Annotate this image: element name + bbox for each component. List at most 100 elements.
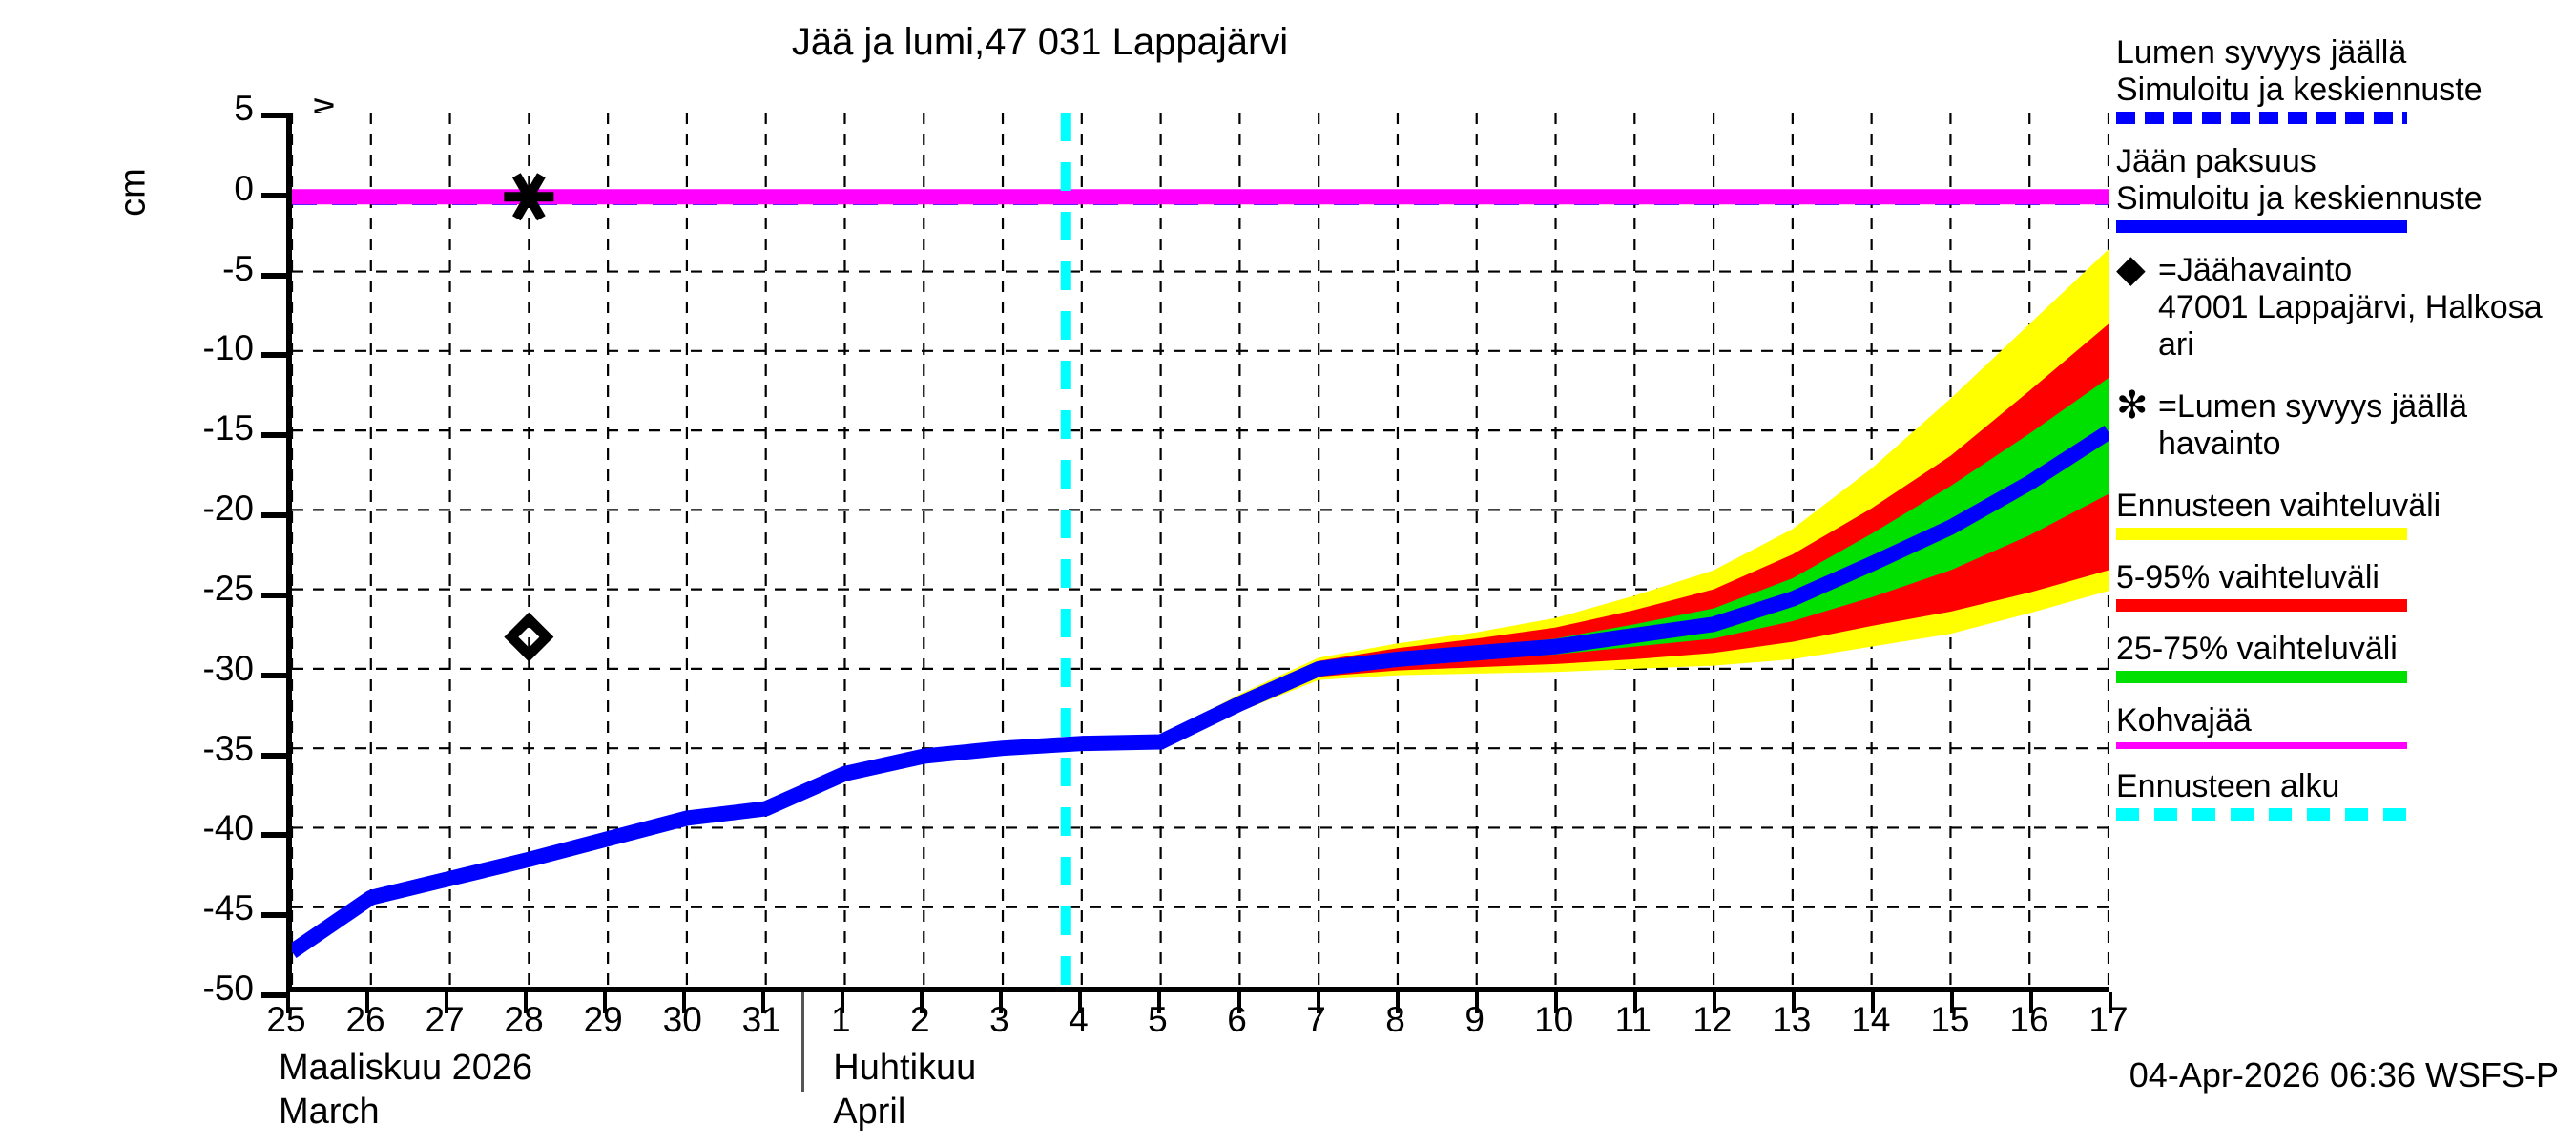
y-tick-mark	[261, 912, 286, 919]
x-tick-mark	[365, 992, 370, 1013]
legend-label: =Jäähavainto 47001 Lappajärvi, Halkosa ari	[2158, 252, 2543, 363]
y-tick-label: -30	[202, 648, 254, 688]
asterisk-icon: ✻	[2116, 385, 2149, 427]
legend-label: 25-75% vaihteluväli	[2116, 631, 2398, 667]
y-tick-label: -10	[202, 328, 254, 368]
x-tick-mark	[1553, 992, 1558, 1013]
x-tick-label: 11	[1614, 1000, 1652, 1039]
band-00e000	[292, 378, 2109, 952]
y-tick-label: -40	[202, 808, 254, 848]
x-tick-label: 1	[831, 1000, 851, 1039]
x-tick-label: 4	[1069, 1000, 1089, 1039]
x-tick-mark	[1870, 992, 1875, 1013]
legend-item-snow-depth-forecast: Lumen syvyys jäällä Simuloitu ja keskienn…	[2116, 34, 2576, 124]
x-tick-mark	[1712, 992, 1716, 1013]
y-tick-mark	[261, 592, 286, 598]
legend-swatch-red	[2116, 599, 2407, 612]
x-tick-mark	[286, 992, 290, 1013]
legend-item-forecast-range: Ennusteen vaihteluväli	[2116, 488, 2576, 540]
y-tick-mark	[261, 272, 286, 279]
y-tick-mark	[261, 512, 286, 519]
legend-label: Ennusteen alku	[2116, 768, 2340, 804]
x-tick-mark	[1316, 992, 1320, 1013]
legend-item-forecast-start: Ennusteen alku	[2116, 768, 2576, 821]
legend-item-ice-thickness-forecast: Jään paksuus Simuloitu ja keskiennuste	[2116, 143, 2576, 233]
legend-item-slush-ice: Kohvajää	[2116, 702, 2576, 749]
y-tick-label: -25	[202, 568, 254, 608]
x-tick-mark	[920, 992, 924, 1013]
band-ff0000	[292, 323, 2109, 952]
x-tick-mark	[1078, 992, 1083, 1013]
x-tick-label: 9	[1465, 1000, 1485, 1039]
x-tick-label: 2	[910, 1000, 930, 1039]
ice-observation-marker	[504, 612, 554, 662]
month-label-fi: Maaliskuu 2026	[279, 1048, 533, 1088]
legend-label: =Lumen syvyys jäällä havainto	[2158, 388, 2468, 462]
month-label-block: Maaliskuu 2026 March	[279, 1046, 532, 1134]
y-tick-mark	[261, 672, 286, 678]
month-label-en: April	[833, 1092, 906, 1132]
y-tick-label: 0	[234, 168, 254, 208]
x-tick-mark	[761, 992, 766, 1013]
diamond-icon: ◆	[2116, 248, 2146, 290]
x-tick-mark	[999, 992, 1004, 1013]
legend-label: Lumen syvyys jäällä Simuloitu ja keskienn…	[2116, 34, 2483, 108]
legend-swatch-yellow	[2116, 528, 2407, 540]
legend-swatch-magenta	[2116, 742, 2407, 749]
y-tick-mark	[261, 192, 286, 198]
y-tick-mark	[261, 113, 286, 118]
snow-observation-marker	[504, 173, 554, 221]
timestamp-footer: 04-Apr-2026 06:36 WSFS-P	[2129, 1055, 2559, 1094]
y-tick-label: -35	[202, 728, 254, 768]
x-tick-mark	[1157, 992, 1162, 1013]
y-tick-mark	[261, 432, 286, 439]
x-tick-mark	[1395, 992, 1400, 1013]
x-tick-mark	[603, 992, 608, 1013]
month-label-block: Huhtikuu April	[833, 1046, 976, 1134]
y-tick-label: -15	[202, 408, 254, 448]
x-tick-mark	[1632, 992, 1637, 1013]
x-tick-label: 3	[989, 1000, 1009, 1039]
chart-legend: Lumen syvyys jäällä Simuloitu ja keskienn…	[2116, 34, 2576, 840]
y-tick-mark	[261, 832, 286, 839]
y-tick-mark	[261, 352, 286, 359]
legend-label: Ennusteen vaihteluväli	[2116, 488, 2441, 524]
y-tick-mark	[261, 992, 286, 998]
legend-swatch-cyan-dashed	[2116, 808, 2407, 821]
x-tick-label: 5	[1148, 1000, 1168, 1039]
x-tick-mark	[2109, 992, 2112, 1013]
observation-markers	[504, 173, 554, 662]
plot-area	[286, 113, 2109, 992]
y-tick-label: -20	[202, 489, 254, 529]
legend-item-range-5-95: 5-95% vaihteluväli	[2116, 559, 2576, 612]
legend-swatch-blue-solid	[2116, 220, 2407, 233]
x-tick-label: 8	[1385, 1000, 1405, 1039]
x-tick-mark	[1236, 992, 1241, 1013]
y-tick-label: -50	[202, 968, 254, 1008]
legend-swatch-green	[2116, 671, 2407, 683]
legend-label: 5-95% vaihteluväli	[2116, 559, 2379, 595]
y-tick-mark	[261, 752, 286, 759]
legend-item-ice-observation: ◆ =Jäähavainto 47001 Lappajärvi, Halkosa ar…	[2116, 248, 2576, 364]
month-label-fi: Huhtikuu	[833, 1048, 977, 1088]
x-tick-mark	[1949, 992, 1954, 1013]
legend-label: Kohvajää	[2116, 702, 2252, 739]
y-tick-label: 5	[234, 89, 254, 128]
x-tick-label: 7	[1306, 1000, 1326, 1039]
y-tick-label: -5	[222, 248, 254, 288]
legend-item-snow-observation: ✻ =Lumen syvyys jäällä havainto	[2116, 385, 2576, 463]
month-label-en: March	[279, 1092, 380, 1132]
x-tick-mark	[1791, 992, 1796, 1013]
x-tick-mark	[841, 992, 845, 1013]
series-lines	[292, 189, 2109, 958]
x-tick-mark	[2028, 992, 2033, 1013]
legend-swatch-blue-dashed	[2116, 112, 2407, 124]
x-tick-label: 6	[1227, 1000, 1247, 1039]
x-tick-mark	[1474, 992, 1479, 1013]
legend-item-range-25-75: 25-75% vaihteluväli	[2116, 631, 2576, 683]
month-separator	[800, 992, 804, 1092]
uncertainty-bands	[292, 249, 2109, 952]
y-tick-label: -45	[202, 888, 254, 928]
x-tick-mark	[524, 992, 529, 1013]
